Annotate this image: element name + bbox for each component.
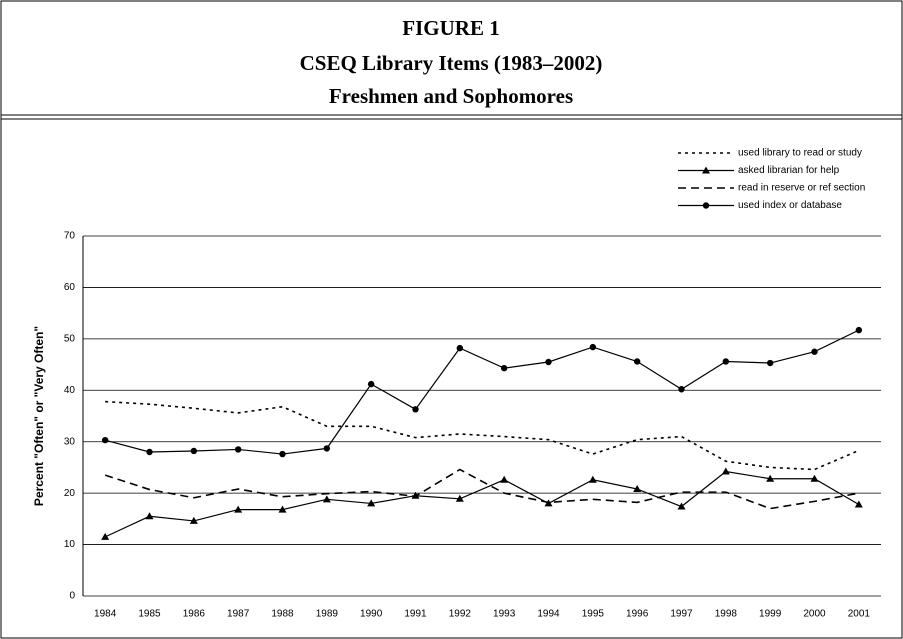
legend-label: used index or database [738,200,842,211]
chart-title: CSEQ Library Items (1983–2002) [300,51,603,75]
y-tick-label: 10 [64,539,76,550]
point [101,532,110,540]
series-line [105,400,860,471]
point [766,474,775,482]
y-tick-label: 70 [64,231,76,242]
x-tick-label: 1995 [582,609,605,620]
point [323,445,331,452]
point [633,485,642,493]
x-tick-label: 1994 [537,609,560,620]
point [234,505,243,513]
y-tick-label: 60 [64,282,76,293]
legend-label: asked librarian for help [738,165,840,176]
x-tick-label: 1989 [316,609,339,620]
point [412,406,419,413]
point [322,495,331,503]
point [811,348,818,355]
point [766,359,774,367]
x-tick-label: 1986 [183,609,206,620]
x-tick-label: 1992 [449,609,472,620]
x-tick-label: 1990 [360,609,383,620]
x-tick-label: 1999 [759,609,782,620]
series-line [104,468,859,510]
figure-label: FIGURE 1 [402,16,499,40]
point [722,358,730,365]
x-tick-label: 1988 [271,609,294,620]
point [278,505,287,513]
point [367,499,376,507]
x-tick-label: 1985 [138,609,161,620]
point [411,491,420,499]
point [101,436,109,444]
y-tick-label: 0 [69,591,75,602]
y-tick-label: 30 [64,436,76,447]
x-tick-label: 1987 [227,609,250,620]
point [456,344,464,352]
legend-label: read in reserve or ref section [738,183,865,194]
point [279,450,286,458]
point [145,512,154,520]
x-tick-label: 1993 [493,609,516,620]
point [367,380,375,388]
x-tick-label: 1991 [404,609,427,620]
chart-subtitle: Freshmen and Sophomores [329,84,573,108]
point [810,474,819,482]
point [500,475,509,483]
x-tick-label: 1984 [94,609,117,620]
point [545,358,552,366]
x-tick-label: 2001 [848,609,871,620]
x-tick-label: 2000 [803,609,826,620]
point [589,343,597,351]
point [855,326,863,334]
y-tick-label: 50 [64,333,76,344]
point [677,502,686,510]
x-tick-label: 1998 [715,609,738,620]
x-tick-label: 1997 [670,609,693,620]
legend-marker [702,166,710,174]
point [234,446,242,453]
y-tick-label: 40 [64,385,76,396]
y-tick-label: 20 [64,488,76,499]
x-tick-label: 1996 [626,609,649,620]
point [190,447,198,455]
point [588,475,597,483]
point [455,494,464,502]
point [854,500,863,508]
point [146,448,153,456]
legend-marker [702,202,710,209]
series-line [105,329,860,455]
point [189,516,198,524]
legend-label: used library to read or study [738,148,862,159]
y-axis-label: Percent "Often" or "Very Often" [32,326,46,506]
point [633,358,641,365]
point [721,467,730,475]
series-line [104,470,860,538]
point [500,364,508,372]
point [678,386,685,393]
